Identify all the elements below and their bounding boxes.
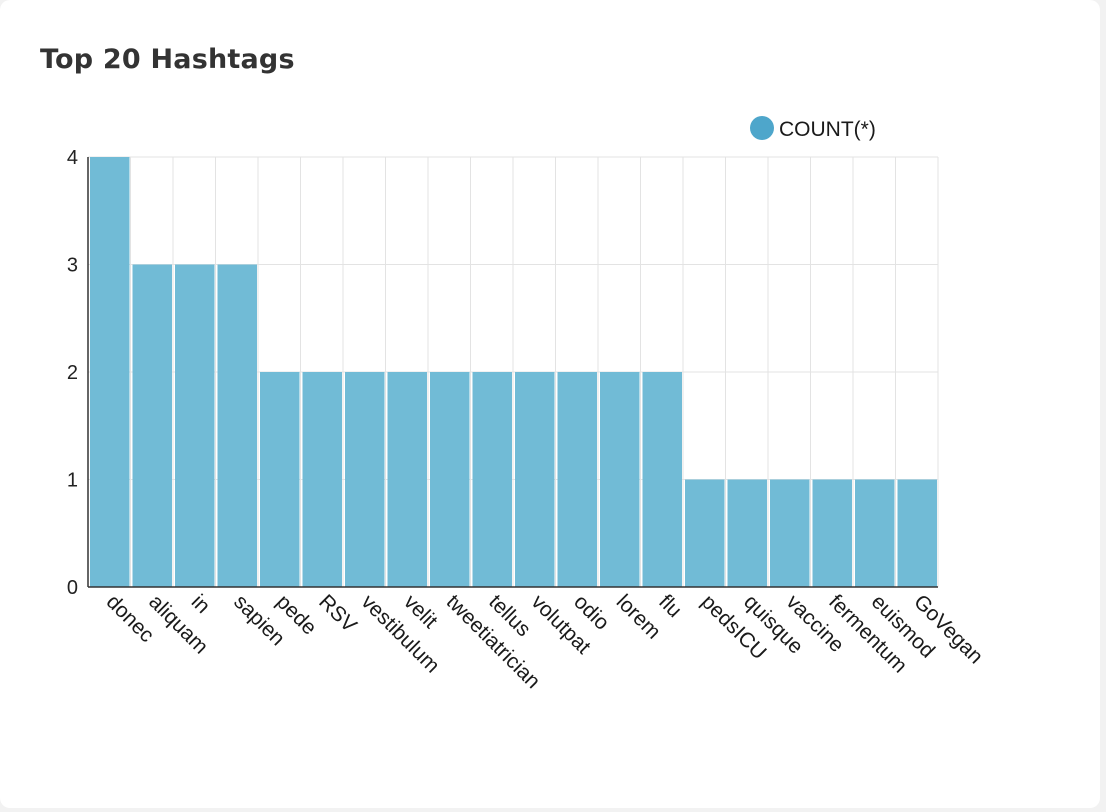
y-tick-label: 3 [67, 255, 78, 277]
bar-tellus [472, 372, 512, 587]
x-tick-label: lorem [612, 590, 665, 643]
bar-RSV [302, 372, 342, 587]
y-tick-label: 4 [67, 147, 78, 169]
bar-vaccine [770, 479, 810, 587]
y-tick-label: 1 [67, 470, 78, 492]
x-tick-label: vestibulum [357, 590, 444, 677]
y-tick-label: 2 [67, 362, 78, 384]
bar-quisque [727, 479, 767, 587]
bar-flu [642, 372, 682, 587]
bar-in [175, 264, 215, 587]
bar-donec [90, 157, 130, 587]
bar-sapien [217, 264, 257, 587]
bar-pede [260, 372, 300, 587]
bar-pedsICU [685, 479, 725, 587]
y-tick-label: 0 [67, 577, 78, 599]
x-tick-label: in [187, 590, 215, 618]
bar-odio [557, 372, 597, 587]
chart-title: Top 20 Hashtags [40, 44, 295, 75]
legend-marker [750, 116, 774, 140]
x-tick-label: donec [102, 590, 159, 647]
bar-aliquam [132, 264, 172, 587]
bar-GoVegan [897, 479, 937, 587]
bar-lorem [600, 372, 640, 587]
x-tick-label: RSV [314, 590, 361, 637]
bar-fermentum [812, 479, 852, 587]
legend-label: COUNT(*) [779, 118, 876, 141]
bar-vestibulum [345, 372, 385, 587]
x-tick-label: flu [654, 590, 686, 622]
bar-volutpat [515, 372, 555, 587]
bar-euismod [855, 479, 895, 587]
bar-tweetiatrician [430, 372, 470, 587]
bar-velit [387, 372, 427, 587]
